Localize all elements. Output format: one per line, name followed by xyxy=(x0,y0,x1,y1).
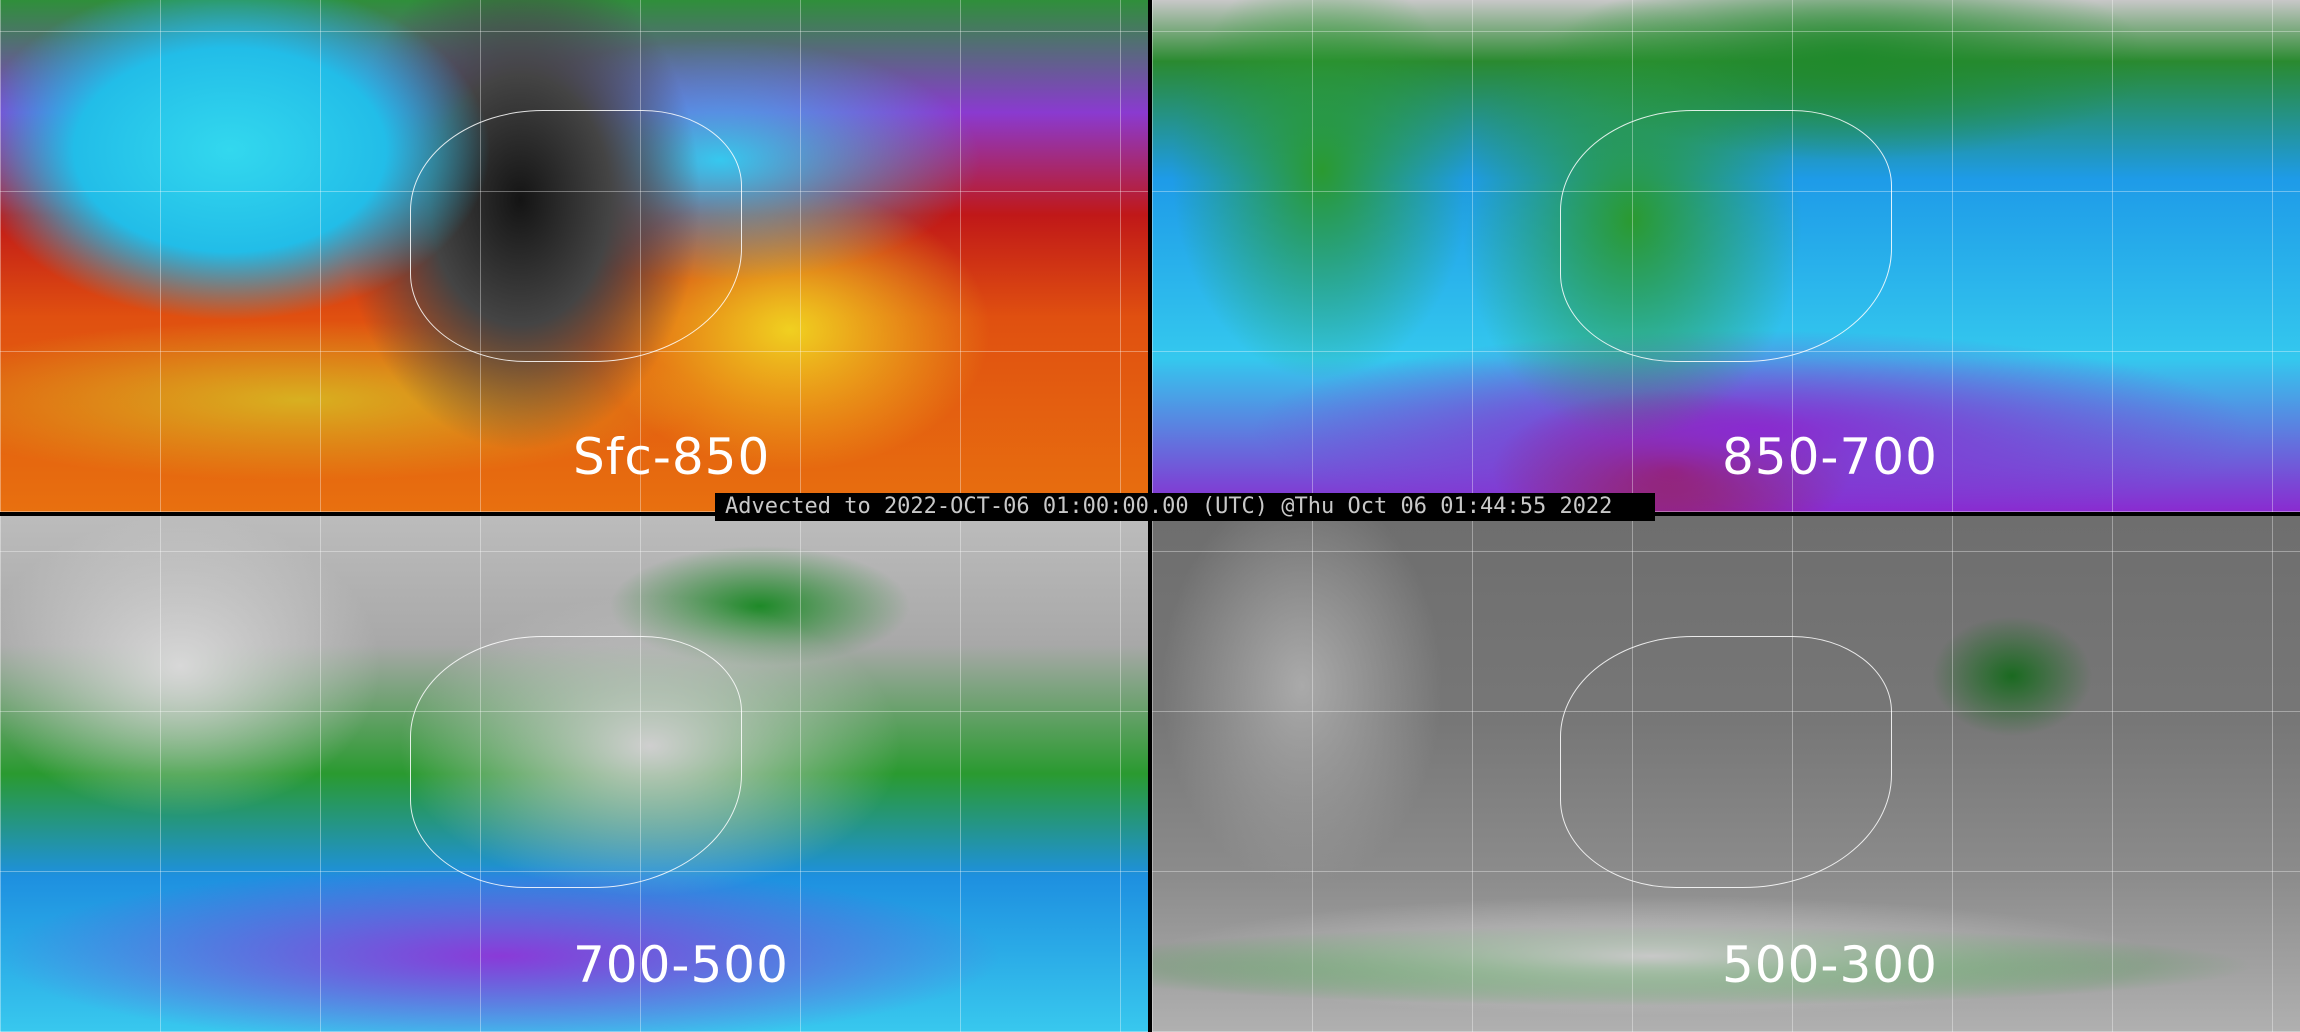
panel-850-700: 850-700 xyxy=(1152,0,2300,512)
panel-label: Sfc-850 xyxy=(573,428,771,486)
panel-sfc-850: Sfc-850 xyxy=(0,0,1148,512)
timestamp-banner: Advected to 2022-OCT-06 01:00:00.00 (UTC… xyxy=(715,493,1655,521)
panel-500-300: 500-300 xyxy=(1152,516,2300,1032)
panel-label: 850-700 xyxy=(1722,428,1938,486)
lat-lon-grid xyxy=(0,516,1148,1032)
lat-lon-grid xyxy=(1152,0,2300,512)
north-america-outline xyxy=(1560,110,1892,362)
panel-700-500: 700-500 xyxy=(0,516,1148,1032)
panel-label: 500-300 xyxy=(1722,936,1938,994)
panel-label: 700-500 xyxy=(573,936,789,994)
north-america-outline xyxy=(410,636,742,888)
lat-lon-grid xyxy=(0,0,1148,512)
north-america-outline xyxy=(410,110,742,362)
north-america-outline xyxy=(1560,636,1892,888)
lat-lon-grid xyxy=(1152,516,2300,1032)
